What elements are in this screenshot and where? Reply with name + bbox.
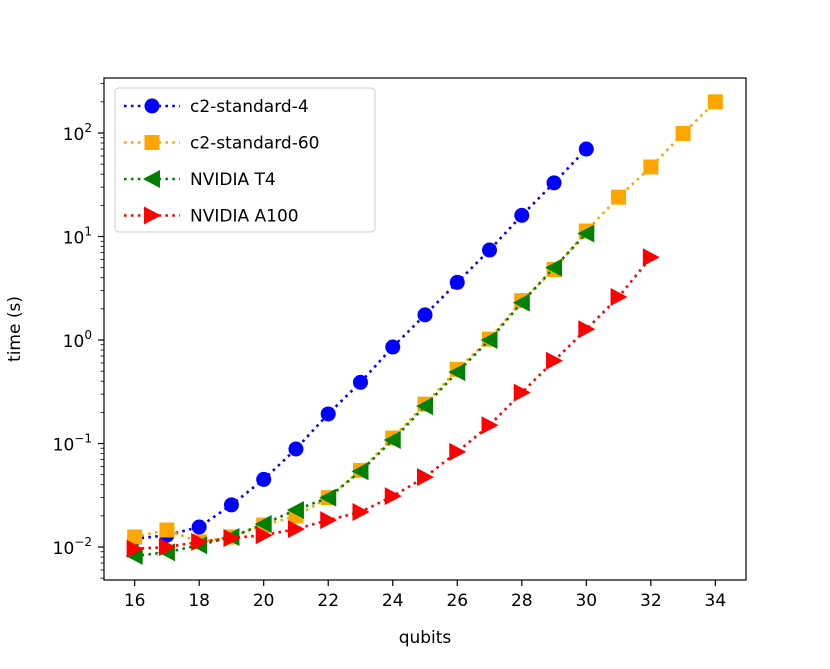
data-point xyxy=(191,532,209,551)
legend-label: c2-standard-60 xyxy=(190,134,319,154)
x-tick-label: 32 xyxy=(640,591,662,611)
y-axis-label: time (s) xyxy=(5,296,25,362)
data-point xyxy=(578,141,594,157)
series-line-3 xyxy=(134,256,652,551)
legend-marker xyxy=(143,170,160,188)
data-point xyxy=(449,442,467,461)
legend-label: NVIDIA A100 xyxy=(190,207,299,227)
data-point xyxy=(383,431,401,450)
data-point xyxy=(449,274,465,290)
data-point xyxy=(482,242,498,258)
data-point xyxy=(417,468,434,487)
data-point xyxy=(480,331,498,350)
data-point xyxy=(577,224,595,243)
data-point xyxy=(286,500,304,519)
data-point xyxy=(546,175,562,191)
y-tick-label: 102 xyxy=(63,121,92,145)
data-point xyxy=(191,519,207,535)
legend-marker xyxy=(144,98,160,114)
y-tick-label: 10−1 xyxy=(53,432,92,456)
y-tick-base: 10 xyxy=(63,229,85,249)
y-tick-base: 10 xyxy=(63,332,85,352)
data-point xyxy=(159,522,175,538)
data-point xyxy=(351,462,369,481)
y-tick-label: 100 xyxy=(63,328,92,352)
data-point xyxy=(126,539,144,558)
data-point xyxy=(223,497,239,513)
y-tick-base: 10 xyxy=(53,436,75,456)
x-axis-label: qubits xyxy=(399,628,452,648)
x-tick-label: 16 xyxy=(124,591,146,611)
plot-area xyxy=(125,94,723,565)
x-tick-label: 30 xyxy=(575,591,597,611)
data-point xyxy=(417,307,433,323)
legend-box xyxy=(114,87,376,233)
data-point xyxy=(320,511,338,530)
data-point xyxy=(675,125,691,141)
y-tick-exponent: −2 xyxy=(74,535,92,549)
data-point xyxy=(611,189,627,205)
y-tick-label: 10−2 xyxy=(53,535,92,559)
x-tick-label: 28 xyxy=(511,591,533,611)
x-tick-label: 24 xyxy=(382,591,404,611)
legend-label: c2-standard-4 xyxy=(190,97,309,117)
y-tick-base: 10 xyxy=(63,125,85,145)
data-point xyxy=(578,320,596,339)
data-point xyxy=(352,374,368,390)
x-tick-label: 20 xyxy=(253,591,275,611)
data-point xyxy=(546,351,564,370)
legend-marker xyxy=(144,135,160,150)
y-tick-exponent: 0 xyxy=(84,328,92,342)
data-point xyxy=(127,529,143,545)
data-point xyxy=(255,526,273,545)
y-tick-exponent: 1 xyxy=(84,225,92,239)
y-tick-base: 10 xyxy=(53,539,75,559)
data-point xyxy=(223,529,241,548)
legend-label: NVIDIA T4 xyxy=(190,170,276,190)
data-point xyxy=(287,520,305,539)
plot-frame xyxy=(103,77,747,581)
data-point xyxy=(256,471,272,487)
x-tick-label: 34 xyxy=(705,591,727,611)
x-tick-label: 22 xyxy=(317,591,339,611)
series-line-2 xyxy=(134,232,588,558)
data-point xyxy=(384,487,402,506)
data-point xyxy=(512,293,530,312)
data-point xyxy=(707,94,723,110)
data-point xyxy=(319,488,337,507)
data-point xyxy=(288,441,304,457)
data-point xyxy=(514,207,530,223)
data-point xyxy=(545,258,563,277)
data-point xyxy=(643,159,659,175)
data-point xyxy=(448,363,466,382)
data-point xyxy=(610,288,628,307)
data-point xyxy=(416,397,433,416)
y-tick-label: 101 xyxy=(63,225,92,249)
data-point xyxy=(158,538,176,557)
data-point xyxy=(352,502,370,521)
x-tick-label: 26 xyxy=(446,591,468,611)
data-point xyxy=(642,248,660,267)
legend-marker xyxy=(144,206,161,225)
data-point xyxy=(513,383,531,402)
data-point xyxy=(481,416,499,435)
data-point xyxy=(254,514,272,533)
data-point xyxy=(320,406,336,422)
y-tick-exponent: −1 xyxy=(74,432,92,446)
y-tick-exponent: 2 xyxy=(84,121,92,135)
legend: c2-standard-4 c2-standard-60 NVIDIA T4 NVID… xyxy=(114,87,376,233)
x-tick-label: 18 xyxy=(188,591,210,611)
data-point xyxy=(385,339,401,355)
